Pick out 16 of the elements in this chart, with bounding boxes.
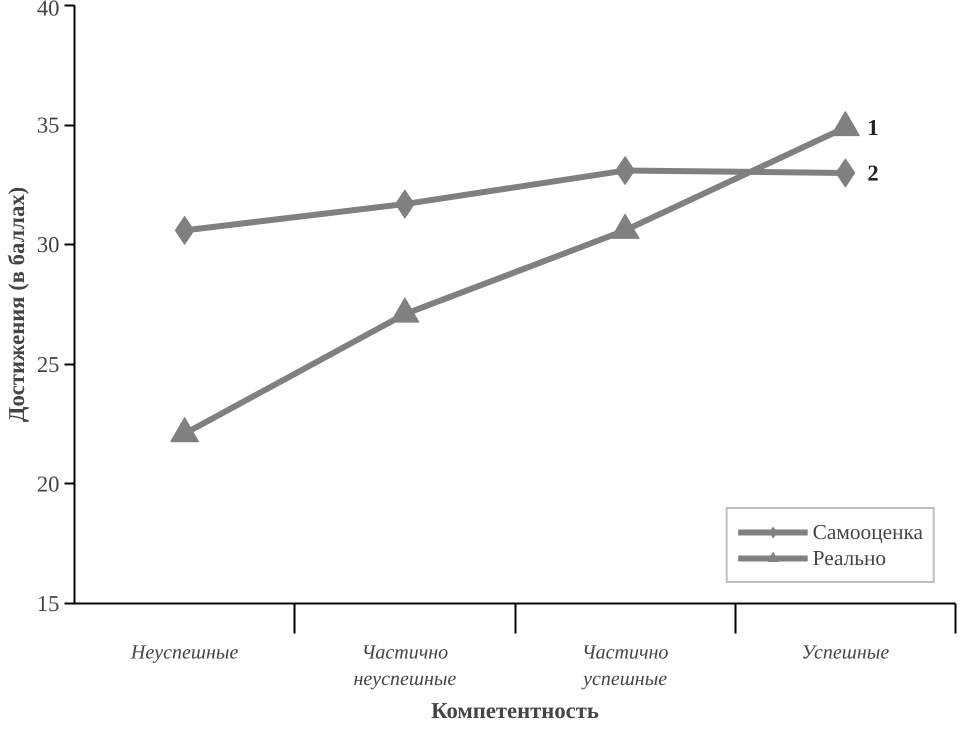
y-tick-label: 40 [36, 0, 60, 20]
x-tick-label: Частично успешные [581, 642, 668, 690]
x-tick-label: Частично неуспешные [353, 642, 456, 690]
y-tick-label: 15 [36, 591, 60, 616]
y-tick-label: 35 [36, 112, 60, 138]
annotation: 2 [867, 160, 879, 186]
x-axis-title: Компетентность [431, 698, 599, 723]
legend-label: Самооценка [812, 520, 923, 544]
annotation: 1 [867, 114, 879, 140]
x-tick-label: Успешные [802, 642, 890, 664]
y-axis-title: Достижения (в баллах) [4, 186, 29, 422]
legend-label: Реально [812, 546, 886, 570]
x-tick-label: Неуспешные [130, 642, 238, 664]
y-tick-label: 20 [36, 471, 60, 496]
y-tick-label: 25 [36, 352, 60, 377]
y-tick-label: 30 [36, 232, 60, 258]
